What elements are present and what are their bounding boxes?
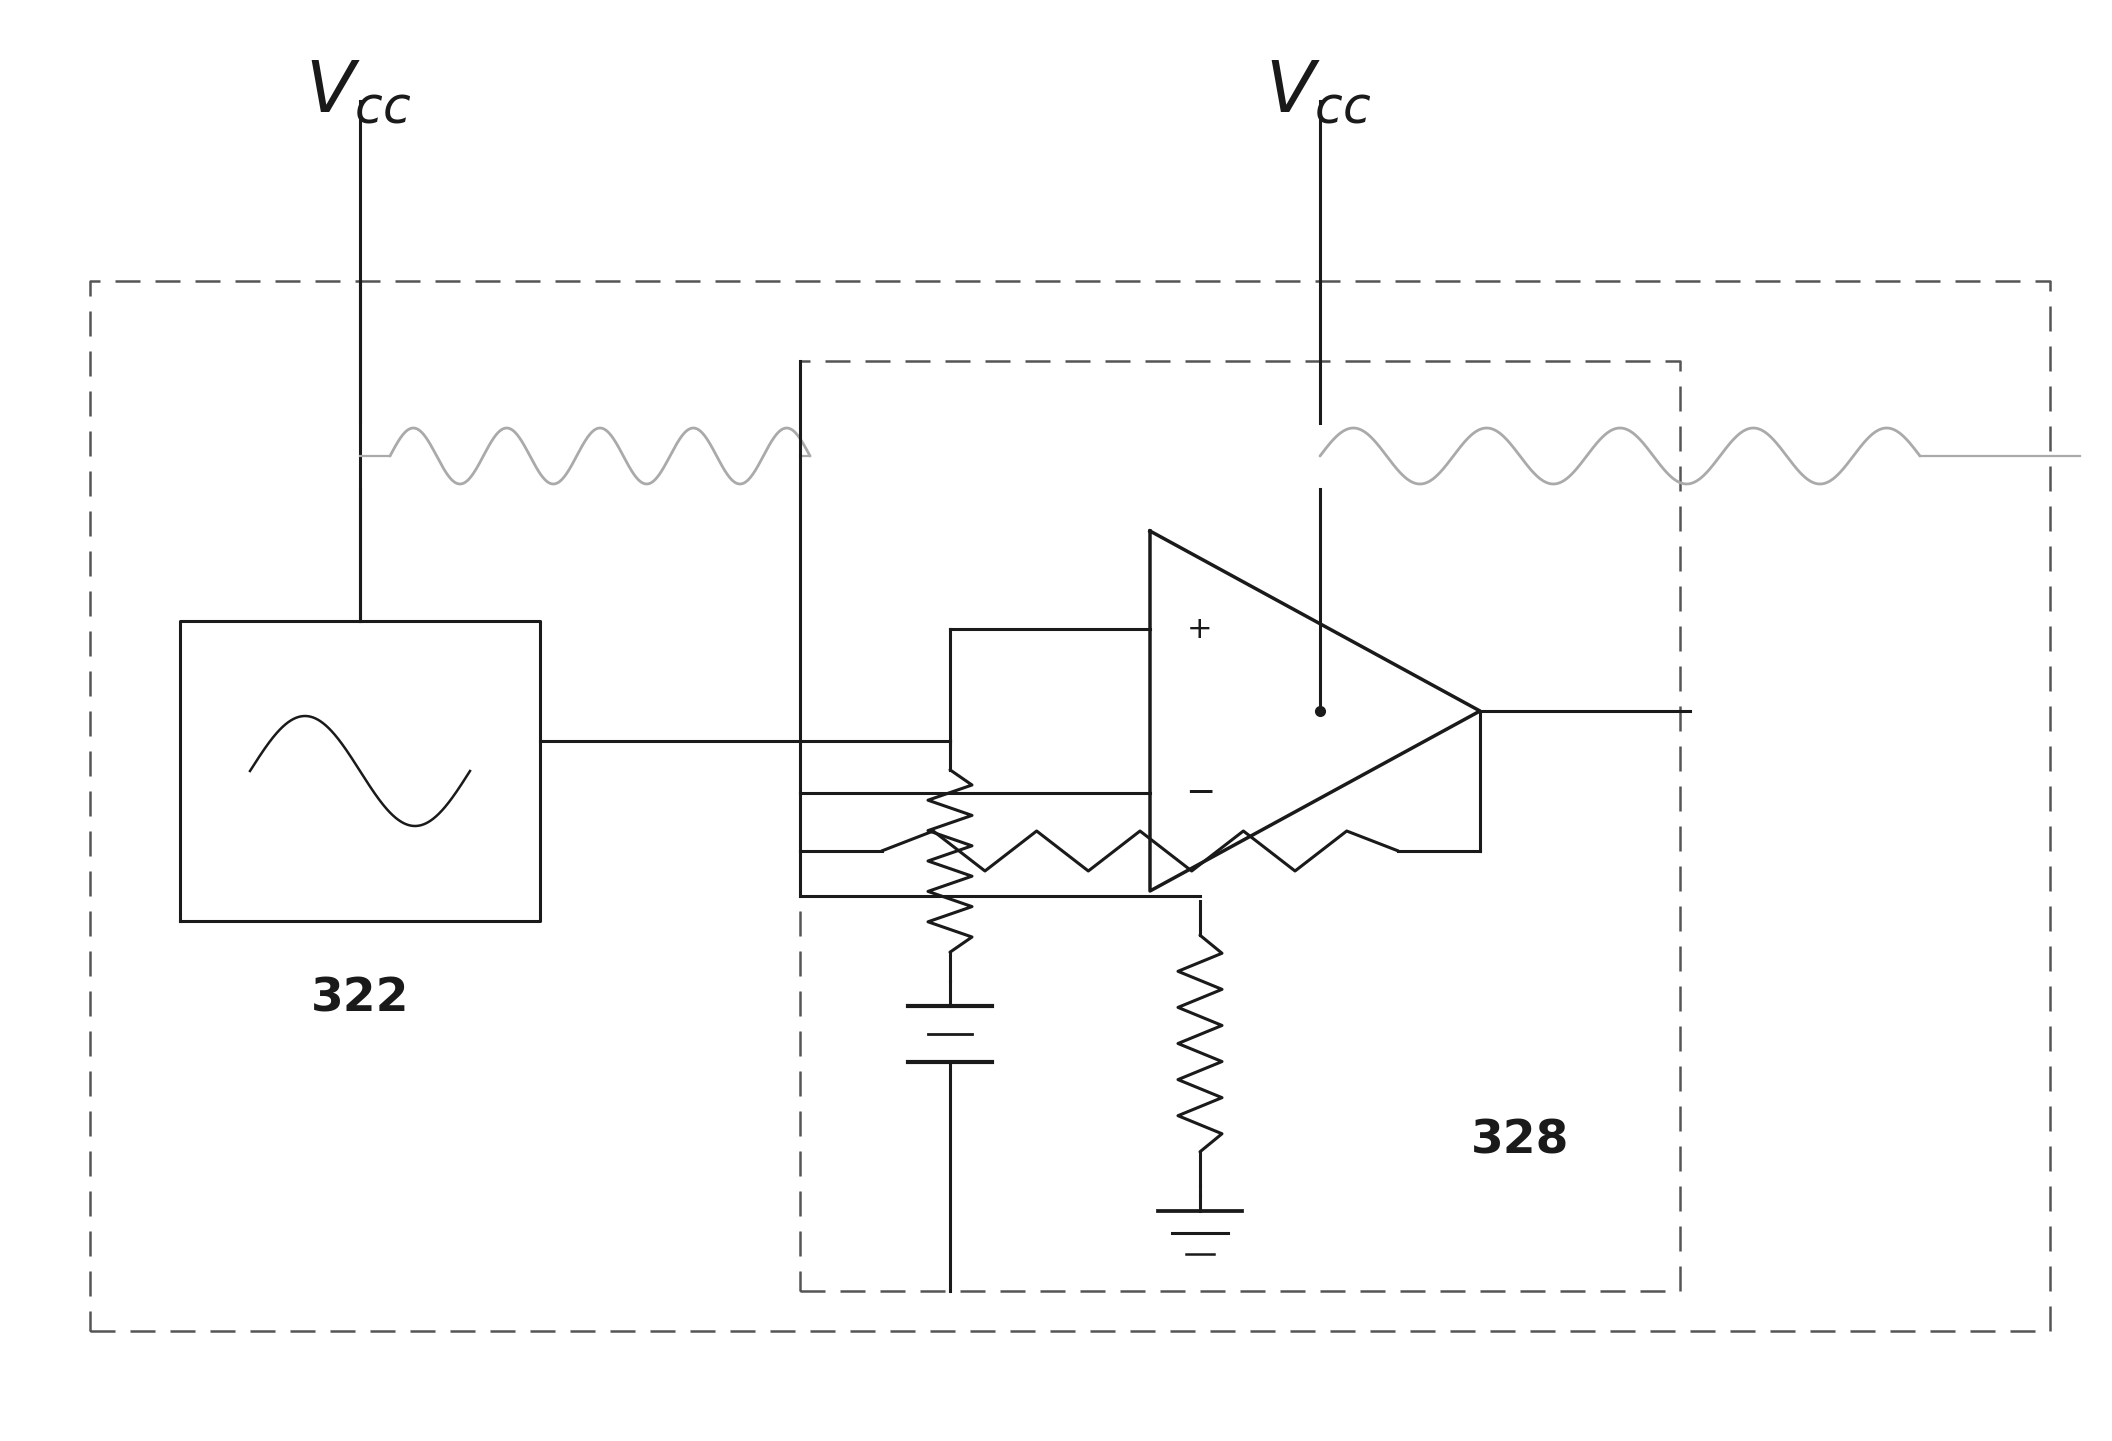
Text: −: − bbox=[1185, 777, 1214, 810]
Text: 328: 328 bbox=[1470, 1118, 1569, 1163]
Text: +: + bbox=[1187, 614, 1212, 644]
Text: 322: 322 bbox=[310, 976, 410, 1022]
Text: $V_{cc}$: $V_{cc}$ bbox=[304, 56, 412, 127]
Text: $V_{cc}$: $V_{cc}$ bbox=[1265, 56, 1371, 127]
